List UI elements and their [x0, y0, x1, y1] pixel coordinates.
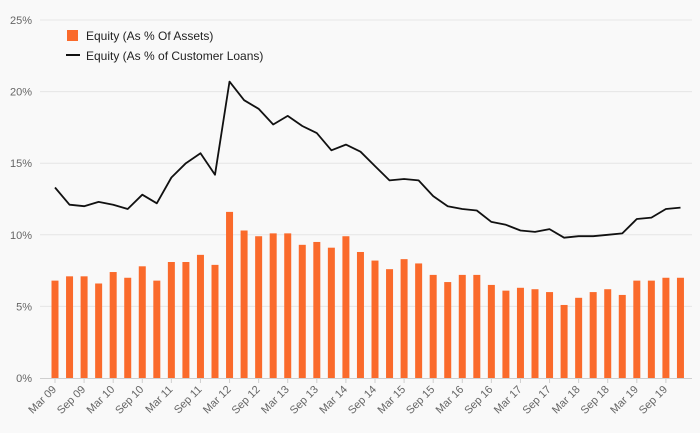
bar: [676, 277, 684, 378]
bar: [647, 280, 655, 378]
x-tick-label: Mar 17: [492, 384, 525, 417]
y-tick-label: 10%: [10, 230, 32, 242]
x-tick-label: Mar 16: [434, 384, 467, 417]
y-tick-label: 0%: [16, 373, 32, 385]
x-tick-label: Sep 15: [404, 384, 437, 417]
bar: [66, 276, 74, 378]
bar: [327, 247, 335, 378]
bar: [371, 260, 379, 378]
bar: [516, 287, 524, 378]
bar: [138, 266, 146, 378]
bar: [80, 276, 88, 378]
legend-bar-label: Equity (As % Of Assets): [86, 29, 213, 43]
x-tick-label: Sep 10: [113, 384, 146, 417]
x-tick-label: Sep 16: [462, 384, 495, 417]
x-tick-label: Sep 09: [55, 384, 88, 417]
bar: [604, 289, 612, 378]
bar: [386, 269, 394, 378]
bar: [313, 241, 321, 378]
bar: [531, 289, 539, 378]
bar: [298, 244, 306, 378]
bar: [546, 292, 554, 378]
bar: [415, 263, 423, 378]
x-tick-label: Sep 14: [346, 384, 379, 417]
y-tick-label: 25%: [10, 15, 32, 27]
x-tick-label: Mar 10: [85, 384, 118, 417]
bar: [269, 233, 277, 378]
legend: Equity (As % Of Assets) Equity (As % of …: [66, 29, 263, 63]
bar: [487, 284, 495, 378]
grid-lines: [40, 19, 692, 307]
x-tick-label: Sep 17: [521, 384, 554, 417]
x-tick-label: Sep 12: [230, 384, 263, 417]
x-tick-label: Mar 12: [201, 384, 234, 417]
bar: [633, 280, 641, 378]
y-tick-label: 15%: [10, 158, 32, 170]
bar: [458, 274, 466, 378]
x-tick-label: Mar 13: [259, 384, 292, 417]
bar: [473, 274, 481, 378]
equity-loans-line: [54, 80, 681, 239]
y-axis-tick-labels: 0% 5% 10% 15% 20% 25%: [10, 15, 32, 385]
legend-line-label: Equity (As % of Customer Loans): [86, 49, 263, 63]
bar: [560, 304, 568, 378]
bar: [167, 262, 175, 378]
bar: [429, 274, 437, 378]
bar: [444, 282, 452, 378]
bar: [589, 292, 597, 378]
bar: [575, 297, 583, 378]
bar: [51, 280, 59, 378]
x-tick-label: Sep 13: [288, 384, 321, 417]
bar: [109, 272, 117, 378]
bar: [196, 254, 204, 378]
bar: [284, 233, 292, 378]
bar: [124, 277, 132, 378]
equity-assets-bars: [51, 211, 684, 378]
x-tick-label: Mar 15: [376, 384, 409, 417]
x-tick-label: Mar 19: [608, 384, 641, 417]
x-tick-label: Sep 18: [579, 384, 612, 417]
bar: [502, 290, 510, 378]
bar: [400, 259, 408, 378]
x-tick-label: Mar 09: [26, 384, 59, 417]
bar: [662, 277, 670, 378]
bar: [153, 280, 161, 378]
x-tick-label: Mar 11: [143, 384, 175, 416]
y-tick-label: 5%: [16, 301, 32, 313]
bar: [342, 236, 350, 378]
x-tick-label: Sep 19: [637, 384, 670, 417]
legend-bar-swatch: [67, 30, 78, 41]
x-tick-label: Mar 18: [550, 384, 583, 417]
bar: [211, 264, 219, 378]
bar: [182, 262, 190, 378]
bar: [95, 283, 103, 378]
bar: [356, 251, 364, 378]
x-tick-label: Mar 14: [317, 384, 350, 417]
y-tick-label: 20%: [10, 87, 32, 99]
bar: [255, 236, 263, 378]
bar: [618, 294, 626, 378]
bar: [240, 230, 248, 378]
x-tick-label: Sep 11: [172, 384, 205, 417]
bar: [226, 211, 234, 378]
